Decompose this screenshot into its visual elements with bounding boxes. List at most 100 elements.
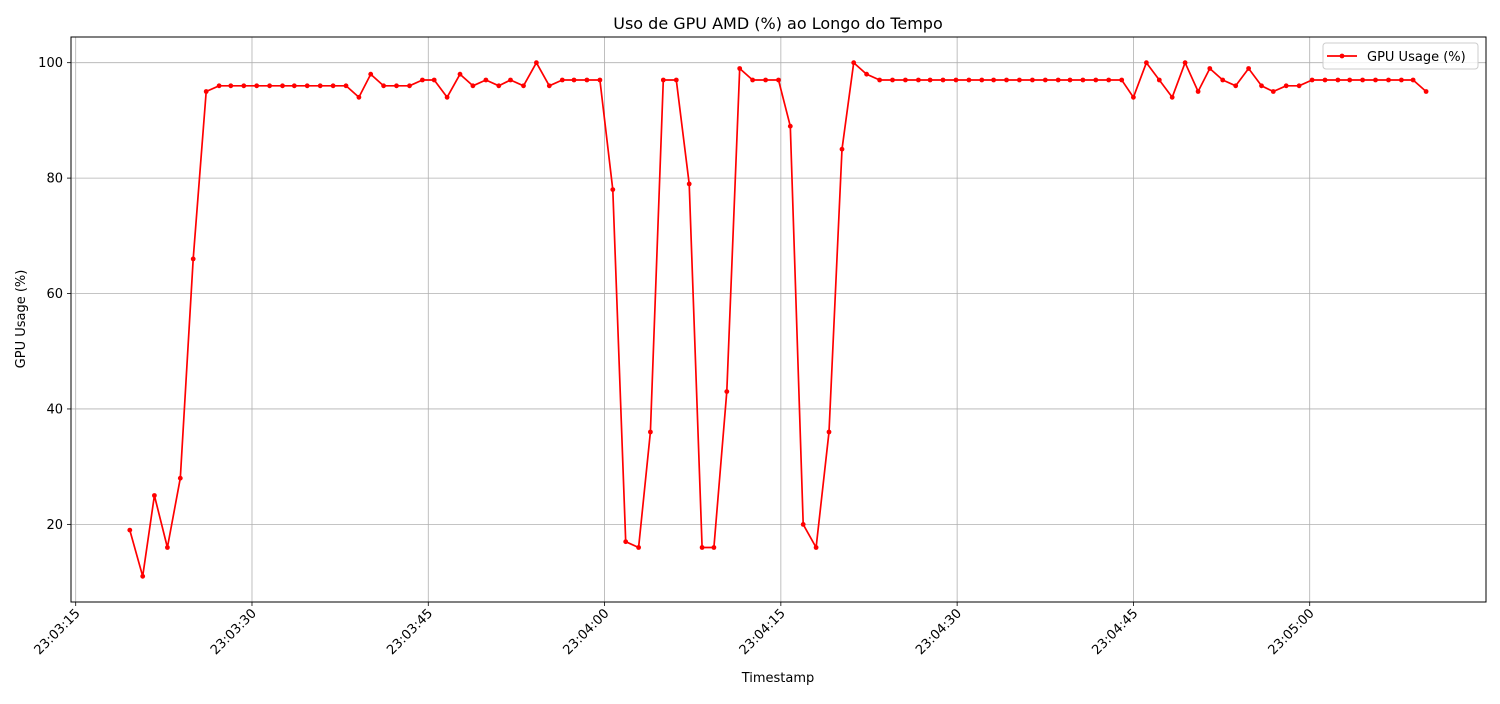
data-point [444, 94, 450, 100]
data-point [559, 77, 565, 83]
data-point [1296, 83, 1302, 89]
data-point [356, 94, 362, 100]
data-point [1093, 77, 1099, 83]
data-point [407, 83, 412, 89]
data-point [966, 77, 972, 83]
data-point [368, 71, 374, 77]
data-point [1131, 94, 1136, 100]
axes [70, 36, 1487, 603]
data-point [152, 493, 157, 498]
data-point [1386, 77, 1391, 83]
data-point [127, 527, 133, 533]
data-point [991, 77, 996, 83]
data-point [1270, 89, 1276, 94]
data-point [800, 522, 806, 527]
x-tick-label: 23:04:00 [560, 606, 612, 658]
data-point [1106, 77, 1112, 83]
data-point [571, 77, 577, 83]
data-point [584, 77, 590, 83]
data-point [1283, 83, 1289, 89]
data-point [1373, 77, 1378, 83]
data-point [203, 89, 209, 94]
data-point [1169, 94, 1175, 100]
data-point [1207, 66, 1213, 71]
data-point [1144, 60, 1149, 66]
data-point [1182, 60, 1188, 66]
data-point [1347, 77, 1353, 83]
data-point [267, 83, 272, 89]
data-point [508, 77, 513, 83]
data-point [839, 146, 845, 152]
data-point [330, 83, 336, 89]
data-point [280, 83, 285, 89]
data-point [216, 83, 222, 89]
data-point [470, 83, 476, 89]
data-point [1423, 89, 1429, 94]
data-point [1017, 77, 1022, 83]
data-point [394, 83, 399, 89]
legend-point-marker [1339, 53, 1345, 59]
data-point [737, 66, 743, 71]
x-tick-label: 23:03:45 [384, 606, 436, 658]
data-point [521, 83, 526, 89]
data-point [165, 545, 170, 550]
data-point [457, 71, 463, 77]
plot-frame [70, 36, 1487, 603]
data-point [1309, 77, 1315, 83]
data-point [381, 83, 386, 89]
x-tick-label: 23:03:30 [208, 606, 260, 658]
data-point [903, 77, 908, 83]
data-point [140, 573, 146, 579]
y-tick-label: 100 [38, 56, 63, 71]
x-axis-label: Timestamp [741, 671, 815, 686]
data-point [1335, 77, 1341, 83]
x-tick-label: 23:04:45 [1089, 606, 1141, 658]
data-point [1399, 77, 1404, 83]
data-point [228, 83, 234, 89]
data-point [1119, 77, 1125, 83]
data-point [916, 77, 921, 83]
data-point [1067, 77, 1073, 83]
data-point [1004, 77, 1009, 83]
legend: GPU Usage (%) [1322, 42, 1479, 70]
grid-lines [71, 37, 1486, 602]
data-series [127, 60, 1429, 579]
data-point [1410, 77, 1416, 83]
y-tick-label: 20 [46, 518, 63, 533]
y-tick-label: 80 [46, 172, 63, 187]
data-point [1322, 77, 1328, 83]
data-point [877, 77, 882, 83]
data-point [241, 83, 247, 89]
tick-labels: 20 40 60 80 100 23:03:15 23:03:30 23:03:45 23:04… [32, 56, 1318, 658]
data-point [1220, 77, 1226, 83]
y-axis-label: GPU Usage (%) [14, 270, 29, 369]
data-point [1156, 77, 1162, 83]
data-point [431, 77, 437, 83]
data-point [190, 256, 196, 262]
x-tick-label: 23:04:15 [737, 606, 789, 658]
data-point [534, 60, 539, 66]
data-point [496, 83, 502, 89]
data-point [1055, 77, 1061, 83]
data-point [610, 187, 616, 193]
data-point [979, 77, 985, 83]
data-point [636, 545, 641, 550]
y-tick-label: 60 [46, 287, 63, 302]
data-point [1195, 89, 1201, 94]
data-point [851, 60, 857, 66]
x-tick-label: 23:03:15 [32, 606, 84, 658]
data-point [1246, 66, 1251, 71]
data-point [254, 83, 260, 89]
data-point [291, 83, 297, 89]
legend-box [1322, 42, 1479, 70]
data-point [673, 77, 679, 83]
data-point [864, 71, 869, 77]
data-point [648, 429, 653, 435]
data-point [927, 77, 933, 83]
x-tick-label: 23:04:30 [913, 606, 965, 658]
data-point [940, 77, 946, 83]
series-line [128, 61, 1427, 578]
data-point [787, 123, 793, 129]
